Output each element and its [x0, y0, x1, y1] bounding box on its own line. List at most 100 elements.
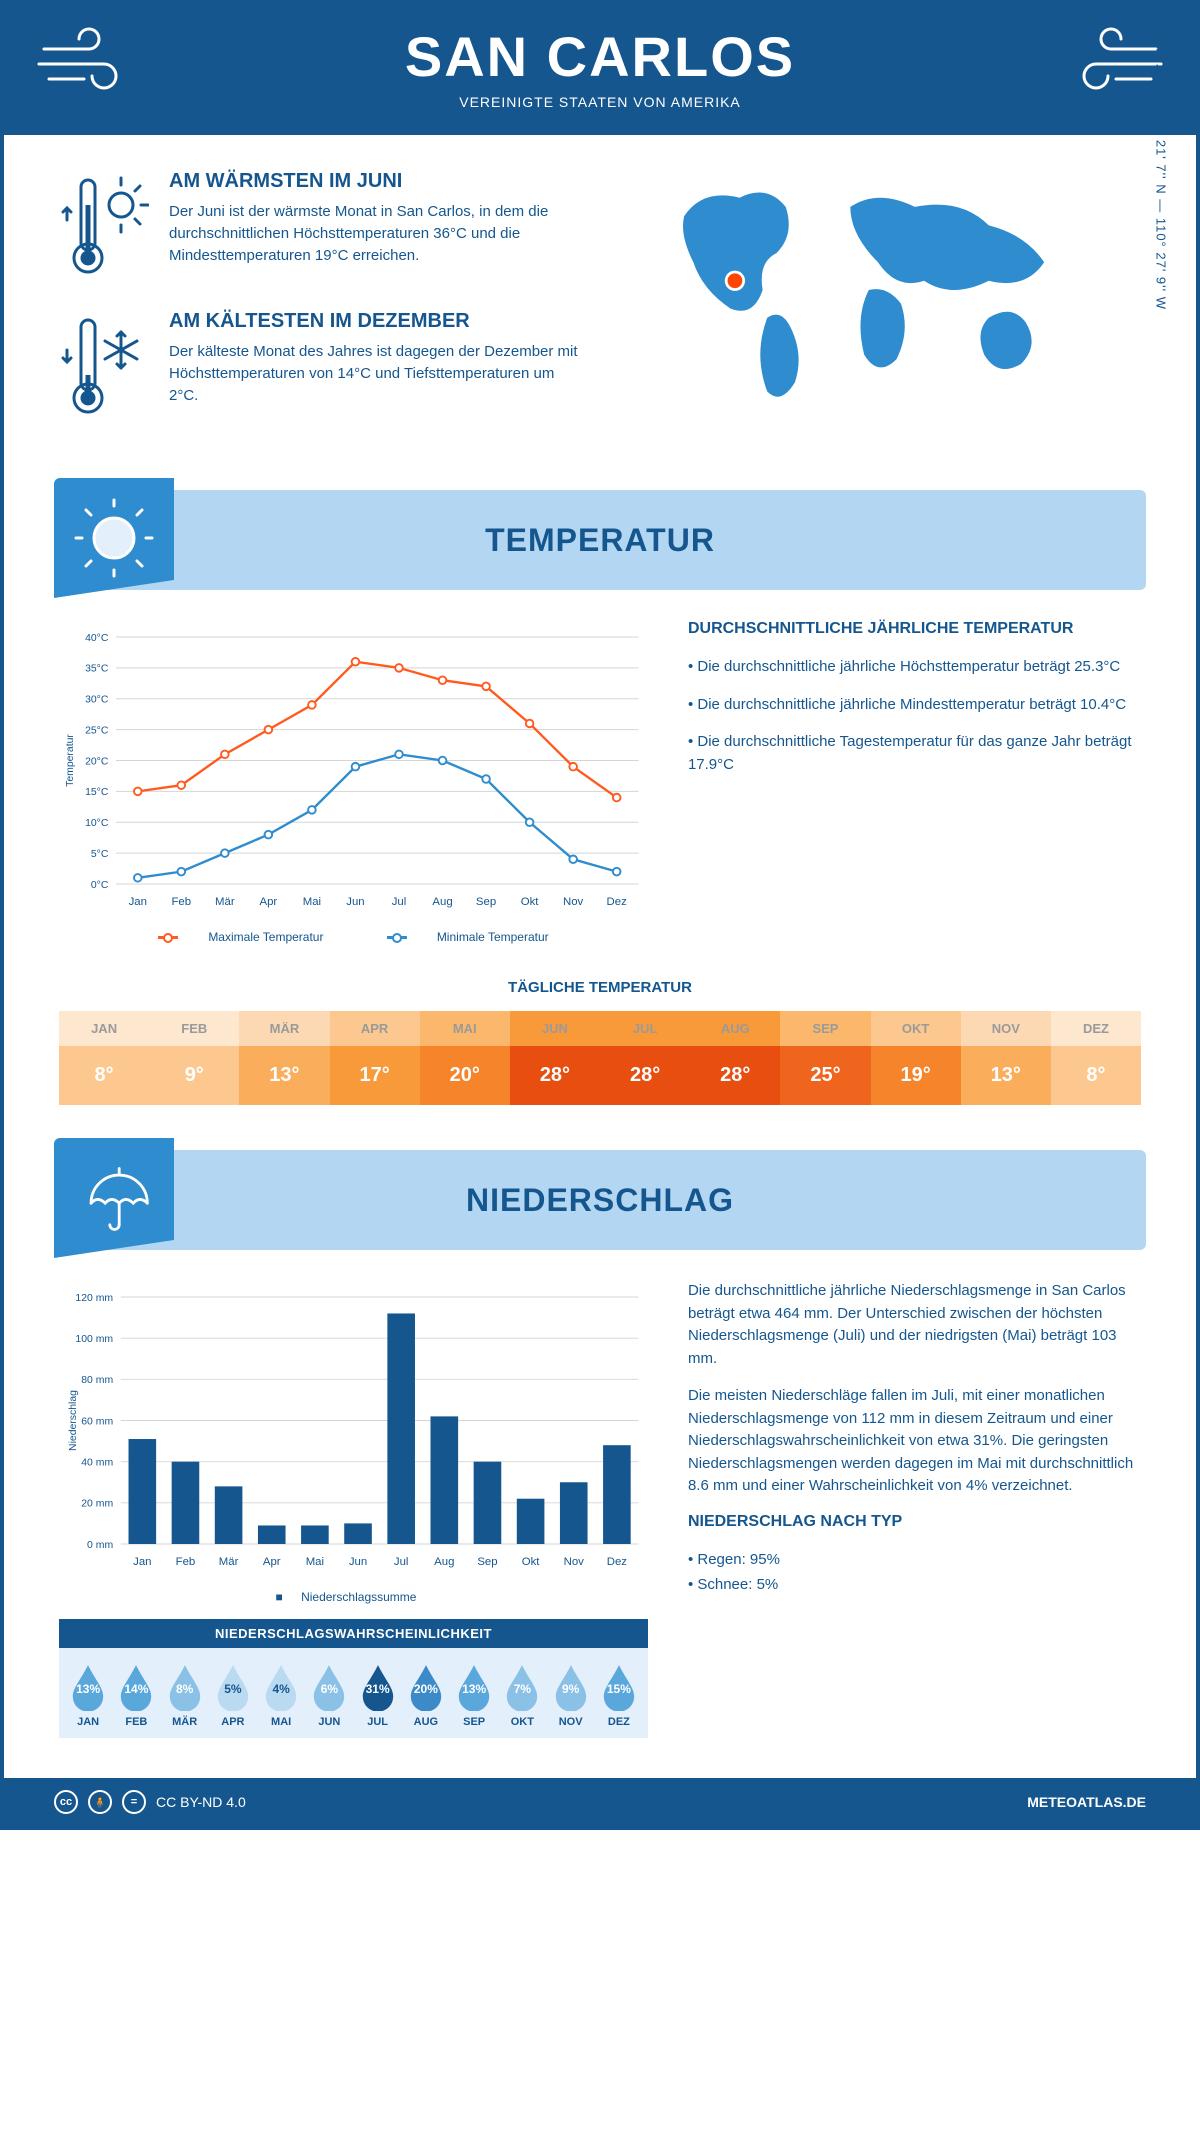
prob-cell: 20%AUG	[402, 1663, 450, 1728]
precip-banner: NIEDERSCHLAG	[54, 1150, 1146, 1250]
temp-body: 0°C5°C10°C15°C20°C25°C30°C35°C40°CJanFeb…	[4, 590, 1196, 954]
svg-text:10°C: 10°C	[85, 818, 109, 829]
prob-row: 13%JAN14%FEB8%MÄR5%APR4%MAI6%JUN31%JUL20…	[59, 1648, 648, 1738]
temp-banner: TEMPERATUR	[54, 490, 1146, 590]
coldest-title: AM KÄLTESTEN IM DEZEMBER	[169, 310, 585, 333]
temp-bullet-3: • Die durchschnittliche Tagestemperatur …	[688, 731, 1141, 776]
svg-text:Aug: Aug	[432, 896, 452, 908]
wind-icon	[34, 24, 144, 99]
license-text: CC BY-ND 4.0	[156, 1794, 246, 1810]
svg-text:Nov: Nov	[563, 896, 584, 908]
svg-text:Apr: Apr	[260, 896, 278, 908]
city-title: SAN CARLOS	[44, 24, 1156, 89]
header: SAN CARLOS VEREINIGTE STAATEN VON AMERIK…	[4, 4, 1196, 135]
prob-cell: 6%JUN	[305, 1663, 353, 1728]
svg-text:30°C: 30°C	[85, 695, 109, 706]
svg-text:60 mm: 60 mm	[81, 1416, 113, 1427]
svg-text:40 mm: 40 mm	[81, 1457, 113, 1468]
prob-cell: 5%APR	[209, 1663, 257, 1728]
facts-column: AM WÄRMSTEN IM JUNI Der Juni ist der wär…	[59, 170, 585, 450]
svg-text:0 mm: 0 mm	[87, 1540, 113, 1551]
svg-text:Jul: Jul	[394, 1556, 409, 1568]
sun-icon	[54, 478, 174, 598]
temp-legend: Maximale Temperatur Minimale Temperatur	[59, 930, 648, 944]
page: SAN CARLOS VEREINIGTE STAATEN VON AMERIK…	[0, 0, 1200, 1830]
svg-text:Feb: Feb	[171, 896, 191, 908]
precip-chart-col: 0 mm 20 mm 40 mm 60 mm 80 mm 100 mm 120 mm Jan F…	[59, 1280, 648, 1738]
svg-text:80 mm: 80 mm	[81, 1375, 113, 1386]
precip-p2: Die meisten Niederschläge fallen im Juli…	[688, 1385, 1141, 1498]
svg-text:Sep: Sep	[476, 896, 496, 908]
prob-cell: 13%SEP	[450, 1663, 498, 1728]
thermometer-hot-icon	[59, 170, 149, 285]
coords-label: 33° 21' 7'' N — 110° 27' 9'' W	[1154, 113, 1169, 310]
svg-text:Niederschlag: Niederschlag	[68, 1390, 79, 1451]
prob-box: NIEDERSCHLAGSWAHRSCHEINLICHKEIT 13%JAN14…	[59, 1619, 648, 1738]
svg-text:Aug: Aug	[434, 1556, 454, 1568]
region-label: ARIZONA	[1154, 43, 1166, 99]
cc-icon: cc	[54, 1790, 78, 1814]
nd-icon: =	[122, 1790, 146, 1814]
daily-cell: JAN8°	[59, 1011, 149, 1105]
daily-cell: MÄR13°	[239, 1011, 329, 1105]
daily-cell: JUL28°	[600, 1011, 690, 1105]
daily-cell: AUG28°	[690, 1011, 780, 1105]
svg-text:Jul: Jul	[392, 896, 407, 908]
svg-text:Mai: Mai	[303, 896, 321, 908]
svg-text:Mär: Mär	[219, 1556, 239, 1568]
daily-temp-title: TÄGLICHE TEMPERATUR	[4, 979, 1196, 996]
svg-text:Jun: Jun	[346, 896, 364, 908]
warmest-fact: AM WÄRMSTEN IM JUNI Der Juni ist der wär…	[59, 170, 585, 285]
precip-text: Die durchschnittliche jährliche Niedersc…	[688, 1280, 1141, 1738]
svg-text:Okt: Okt	[522, 1556, 541, 1568]
by-icon: 🧍	[88, 1790, 112, 1814]
svg-text:25°C: 25°C	[85, 725, 109, 736]
umbrella-icon	[54, 1138, 174, 1258]
svg-text:Apr: Apr	[263, 1556, 281, 1568]
footer-site: METEOATLAS.DE	[1027, 1794, 1146, 1810]
thermometer-cold-icon	[59, 310, 149, 425]
svg-text:40°C: 40°C	[85, 633, 109, 644]
prob-cell: 8%MÄR	[161, 1663, 209, 1728]
temp-text-heading: DURCHSCHNITTLICHE JÄHRLICHE TEMPERATUR	[688, 620, 1141, 638]
prob-cell: 7%OKT	[498, 1663, 546, 1728]
world-map-icon	[615, 170, 1141, 410]
prob-title: NIEDERSCHLAGSWAHRSCHEINLICHKEIT	[59, 1619, 648, 1648]
svg-text:120 mm: 120 mm	[75, 1293, 113, 1304]
svg-text:Feb: Feb	[176, 1556, 196, 1568]
map-column: ARIZONA 33° 21' 7'' N — 110° 27' 9'' W	[615, 170, 1141, 450]
footer-license: cc 🧍 = CC BY-ND 4.0	[54, 1790, 246, 1814]
prob-cell: 15%DEZ	[595, 1663, 643, 1728]
daily-cell: MAI20°	[420, 1011, 510, 1105]
precip-type-heading: NIEDERSCHLAG NACH TYP	[688, 1513, 1141, 1531]
precip-body: 0 mm 20 mm 40 mm 60 mm 80 mm 100 mm 120 mm Jan F…	[4, 1250, 1196, 1758]
svg-text:Jan: Jan	[133, 1556, 151, 1568]
svg-text:Jun: Jun	[349, 1556, 367, 1568]
prob-cell: 13%JAN	[64, 1663, 112, 1728]
precip-legend: ■ Niederschlagssumme	[59, 1590, 648, 1604]
daily-cell: NOV13°	[961, 1011, 1051, 1105]
svg-text:Temperatur: Temperatur	[65, 734, 76, 787]
svg-text:Dez: Dez	[607, 1556, 628, 1568]
wind-icon	[1056, 24, 1166, 99]
precip-chart: 0 mm 20 mm 40 mm 60 mm 80 mm 100 mm 120 mm Jan F…	[59, 1280, 648, 1580]
prob-cell: 14%FEB	[112, 1663, 160, 1728]
prob-cell: 31%JUL	[354, 1663, 402, 1728]
svg-text:5°C: 5°C	[91, 849, 109, 860]
coldest-text: Der kälteste Monat des Jahres ist dagege…	[169, 341, 585, 406]
temp-chart: 0°C5°C10°C15°C20°C25°C30°C35°C40°CJanFeb…	[59, 620, 648, 944]
svg-text:20 mm: 20 mm	[81, 1499, 113, 1510]
footer: cc 🧍 = CC BY-ND 4.0 METEOATLAS.DE	[4, 1778, 1196, 1826]
daily-cell: JUN28°	[510, 1011, 600, 1105]
svg-text:100 mm: 100 mm	[75, 1334, 113, 1345]
svg-text:0°C: 0°C	[91, 880, 109, 891]
warmest-title: AM WÄRMSTEN IM JUNI	[169, 170, 585, 193]
precip-section-title: NIEDERSCHLAG	[466, 1182, 734, 1219]
daily-cell: DEZ8°	[1051, 1011, 1141, 1105]
svg-text:Mai: Mai	[306, 1556, 324, 1568]
precip-legend-label: Niederschlagssumme	[301, 1590, 416, 1604]
temp-section-title: TEMPERATUR	[485, 522, 715, 559]
svg-text:Mär: Mär	[215, 896, 235, 908]
precip-type-snow: • Schnee: 5%	[688, 1574, 1141, 1597]
prob-cell: 9%NOV	[547, 1663, 595, 1728]
